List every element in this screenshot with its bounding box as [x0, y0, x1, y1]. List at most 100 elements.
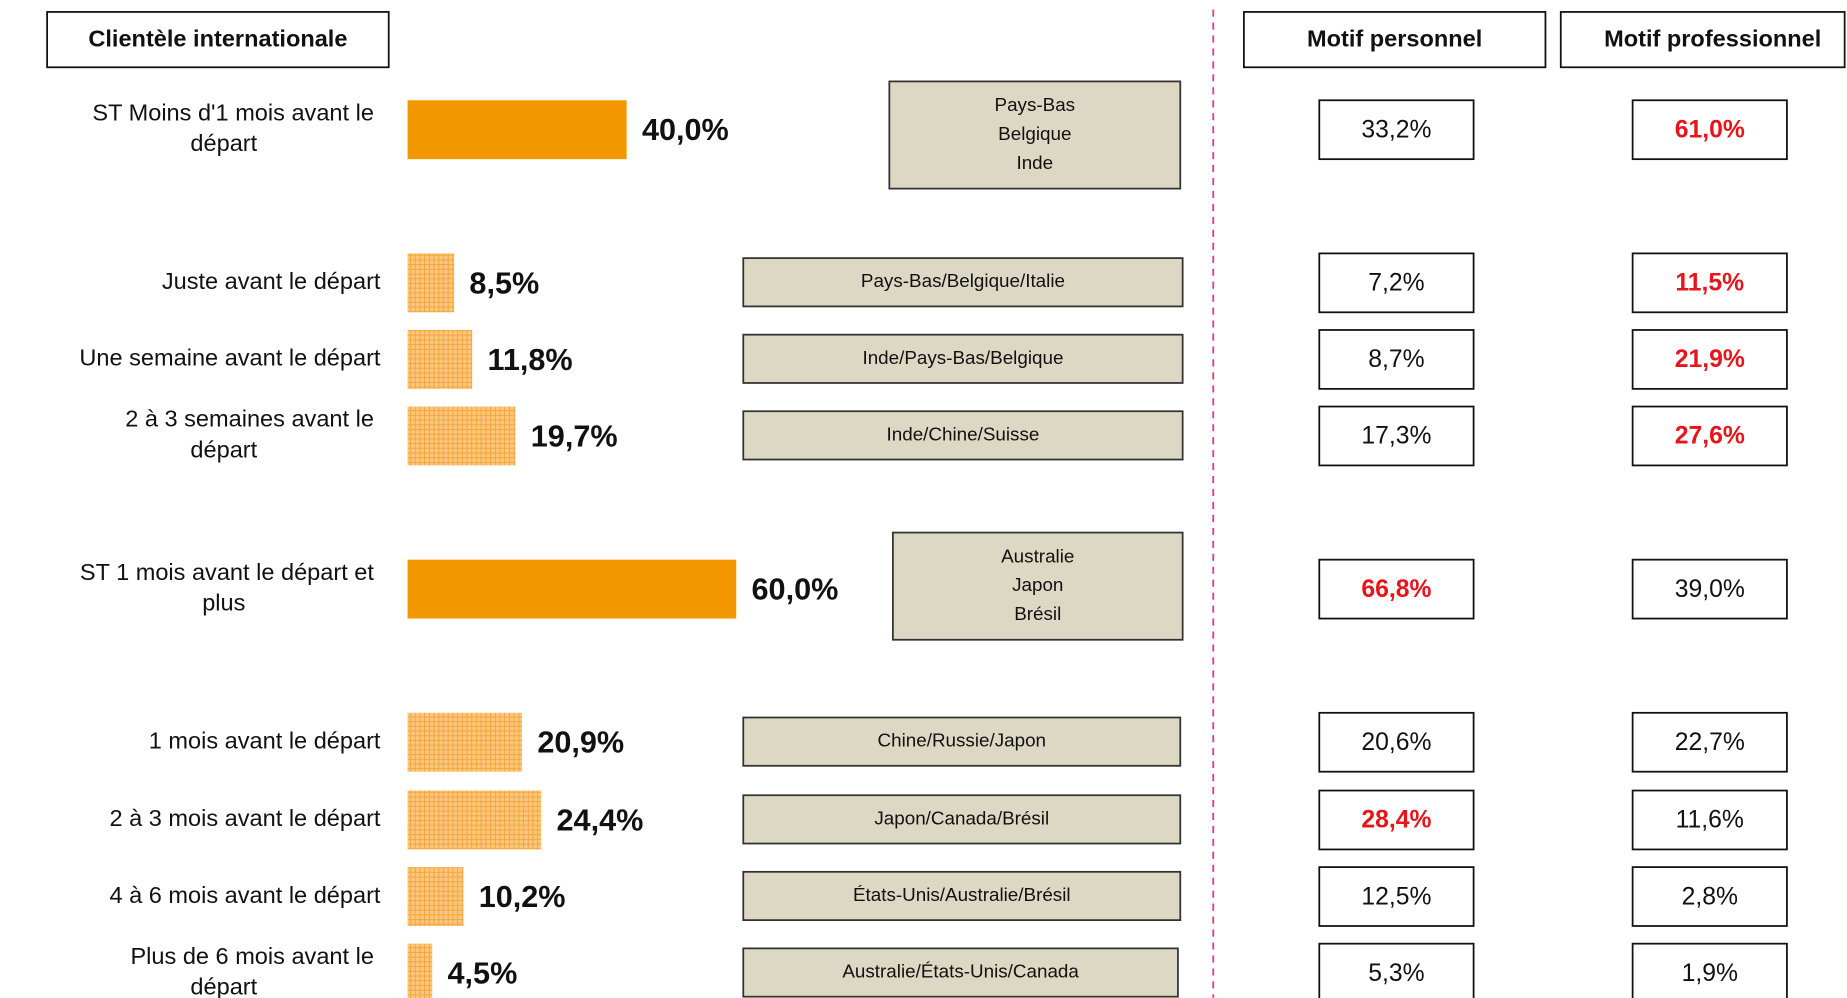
title-box [46, 11, 390, 69]
value-label: 11,6% [1676, 807, 1744, 834]
value-label: 7,2% [1368, 270, 1424, 297]
bar [407, 100, 627, 160]
value-box [1318, 789, 1475, 851]
legend-box [1559, 11, 1846, 69]
label-line: plus [202, 590, 245, 616]
value-label: 28,4% [1361, 807, 1431, 834]
country-label: Inde/Chine/Suisse [887, 423, 1040, 444]
country-label: Pays-Bas [995, 94, 1076, 115]
value-box [1631, 558, 1788, 620]
value-box [1318, 866, 1475, 927]
value-box [1631, 252, 1788, 314]
bar [407, 559, 737, 619]
country-box [742, 410, 1184, 461]
chart-title: Clientèle internationale [88, 25, 347, 51]
country-label: Brésil [1014, 603, 1061, 624]
value-box [1318, 252, 1475, 314]
country-label: Belgique [998, 123, 1071, 144]
value-label: 22,7% [1675, 729, 1745, 756]
category-label: ST 1 mois avant le départ et plus [80, 559, 381, 616]
value-label: 20,6% [1361, 729, 1431, 756]
country-box [742, 257, 1184, 308]
country-box [742, 333, 1184, 384]
label-line: ST 1 mois avant le départ et [80, 559, 381, 585]
label-line: départ [190, 437, 257, 463]
legend-entry: Motif personnel [1307, 25, 1482, 51]
value-label: 17,3% [1361, 423, 1431, 450]
country-label: Inde/Pays-Bas/Belgique [862, 347, 1063, 368]
bar [407, 329, 473, 389]
value-label: 4,5% [448, 957, 518, 991]
country-label: Chine/Russie/Japon [878, 730, 1047, 751]
country-label: Australie [1001, 545, 1074, 566]
value-label: 8,5% [469, 266, 539, 300]
value-label: 11,5% [1675, 270, 1744, 297]
label-line: départ [190, 974, 257, 998]
value-box [1318, 99, 1475, 161]
value-label: 10,2% [479, 880, 566, 914]
value-box [1631, 942, 1788, 998]
country-box [742, 794, 1182, 845]
bar [407, 943, 433, 998]
bar [407, 790, 542, 850]
value-label: 11,8% [488, 343, 573, 377]
country-label: Japon [1012, 574, 1063, 595]
category-label: 2 à 3 mois avant le départ [110, 805, 381, 831]
value-box [1318, 329, 1475, 390]
value-label: 20,9% [537, 726, 624, 760]
bar [407, 406, 516, 466]
value-label: 1,9% [1682, 960, 1738, 987]
category-label: Juste avant le départ [162, 268, 381, 294]
country-label: Inde [1016, 152, 1053, 173]
category-label: 4 à 6 mois avant le départ [110, 882, 381, 908]
value-label: 24,4% [557, 803, 644, 837]
value-label: 12,5% [1361, 883, 1431, 910]
value-box [1631, 866, 1788, 927]
country-label: États-Unis/Australie/Brésil [853, 884, 1071, 905]
value-box [1318, 405, 1475, 467]
value-label: 61,0% [1675, 116, 1745, 143]
legend-box [1243, 11, 1547, 69]
value-box [1631, 329, 1788, 390]
value-label: 39,0% [1675, 576, 1745, 603]
category-label: ST Moins d'1 mois avant le départ [92, 100, 380, 157]
label-line: 2 à 3 semaines avant le [125, 406, 380, 432]
value-box [1631, 99, 1788, 161]
country-label: Pays-Bas/Belgique/Italie [861, 270, 1065, 291]
legend-entry: Motif professionnel [1604, 25, 1821, 51]
value-label: 5,3% [1368, 960, 1424, 987]
value-box [1631, 789, 1788, 851]
bar [407, 867, 464, 927]
country-label: Australie/États-Unis/Canada [842, 961, 1079, 982]
category-label: 2 à 3 semaines avant le départ [125, 406, 380, 463]
value-label: 8,7% [1368, 346, 1424, 373]
value-label: 19,7% [531, 419, 618, 453]
country-label: Japon/Canada/Brésil [874, 807, 1049, 828]
category-label: 1 mois avant le départ [149, 727, 381, 753]
category-label: Une semaine avant le départ [79, 345, 381, 371]
country-box [891, 531, 1184, 641]
value-label: 60,0% [752, 573, 839, 607]
country-box [742, 716, 1182, 767]
label-line: Plus de 6 mois avant le [130, 943, 380, 969]
value-label: 33,2% [1361, 116, 1431, 143]
country-box [888, 80, 1182, 190]
value-box [1631, 405, 1788, 467]
value-box [1318, 558, 1475, 620]
value-label: 2,8% [1682, 883, 1738, 910]
value-box [1318, 942, 1475, 998]
value-box [1318, 711, 1475, 773]
bar [407, 712, 523, 772]
country-box [742, 870, 1182, 921]
value-label: 27,6% [1675, 423, 1745, 450]
value-box [1631, 711, 1788, 773]
value-label: 40,0% [642, 113, 729, 147]
value-label: 21,9% [1675, 346, 1745, 373]
label-line: départ [190, 130, 257, 156]
label-line: ST Moins d'1 mois avant le [92, 100, 380, 126]
bar [407, 253, 455, 313]
value-label: 66,8% [1361, 576, 1431, 603]
category-label: Plus de 6 mois avant le départ [130, 943, 380, 998]
country-box [742, 947, 1179, 998]
